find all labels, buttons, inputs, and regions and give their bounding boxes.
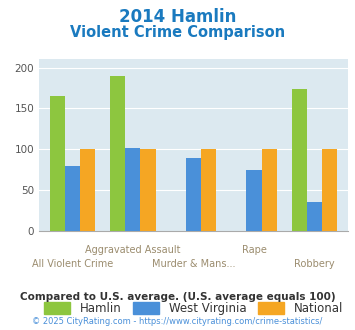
Bar bbox=[141, 149, 155, 231]
Text: Compared to U.S. average. (U.S. average equals 100): Compared to U.S. average. (U.S. average … bbox=[20, 292, 335, 302]
Text: Violent Crime Comparison: Violent Crime Comparison bbox=[70, 25, 285, 40]
Bar bbox=[80, 149, 95, 231]
Text: Aggravated Assault: Aggravated Assault bbox=[85, 245, 181, 255]
Bar bbox=[246, 170, 262, 231]
Bar bbox=[110, 76, 125, 231]
Legend: Hamlin, West Virginia, National: Hamlin, West Virginia, National bbox=[39, 297, 348, 319]
Text: © 2025 CityRating.com - https://www.cityrating.com/crime-statistics/: © 2025 CityRating.com - https://www.city… bbox=[32, 317, 323, 326]
Text: All Violent Crime: All Violent Crime bbox=[32, 259, 113, 269]
Text: Robbery: Robbery bbox=[294, 259, 335, 269]
Bar bbox=[307, 202, 322, 231]
Text: Murder & Mans...: Murder & Mans... bbox=[152, 259, 235, 269]
Bar bbox=[262, 149, 277, 231]
Text: Rape: Rape bbox=[242, 245, 267, 255]
Bar bbox=[65, 166, 80, 231]
Bar bbox=[125, 148, 141, 231]
Bar bbox=[322, 149, 337, 231]
Bar bbox=[50, 96, 65, 231]
Bar bbox=[201, 149, 216, 231]
Bar bbox=[292, 89, 307, 231]
Bar bbox=[186, 158, 201, 231]
Text: 2014 Hamlin: 2014 Hamlin bbox=[119, 8, 236, 26]
